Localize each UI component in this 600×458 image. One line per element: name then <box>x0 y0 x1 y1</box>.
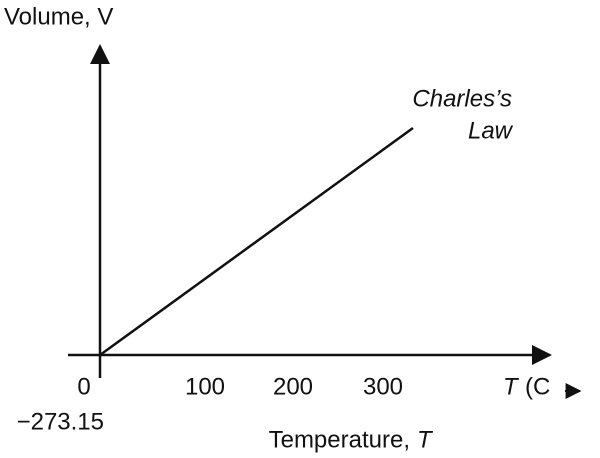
law-line <box>99 126 414 357</box>
x-tick-label: 100 <box>185 373 225 400</box>
x-tick-label: 200 <box>273 373 313 400</box>
x-tick-label: 300 <box>363 373 403 400</box>
x-axis-symbol: T <box>417 426 434 453</box>
origin-label: −273.15 <box>17 408 104 435</box>
y-axis-title: Volume, V <box>4 3 113 30</box>
line-label: Charles’s <box>412 85 512 112</box>
unit-label: (C <box>525 373 550 400</box>
x-axis-title: Temperature, <box>269 426 410 453</box>
line-label: Law <box>468 117 514 144</box>
unit-symbol: T <box>503 373 520 400</box>
x-tick-label: 0 <box>77 373 90 400</box>
